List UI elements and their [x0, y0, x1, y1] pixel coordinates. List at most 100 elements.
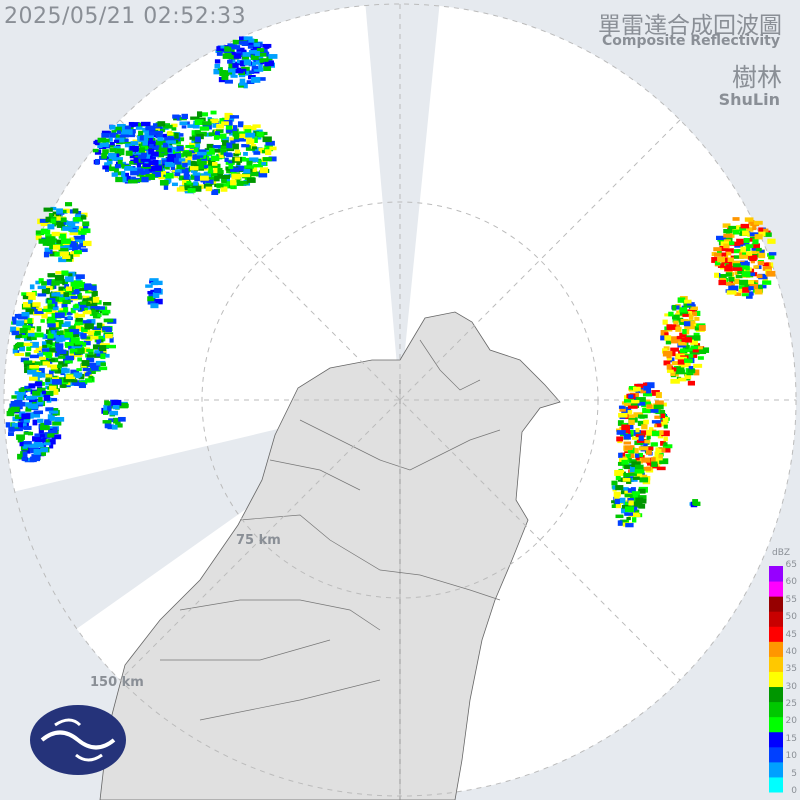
- echo-cell: [722, 223, 731, 228]
- echo-cell: [27, 318, 33, 324]
- echo-cell: [694, 326, 703, 331]
- echo-cell: [108, 402, 115, 407]
- echo-cell: [32, 372, 42, 378]
- echo-cell: [728, 241, 735, 246]
- echo-cell: [118, 402, 128, 409]
- echo-cell: [152, 123, 159, 127]
- echo-cell: [748, 291, 754, 296]
- echo-cell: [621, 426, 630, 432]
- echo-cell: [768, 252, 777, 256]
- echo-cell: [758, 252, 766, 259]
- echo-cell: [20, 426, 26, 430]
- echo-cell: [745, 244, 754, 248]
- echo-cell: [73, 217, 84, 222]
- echo-cell: [682, 313, 689, 317]
- echo-cell: [196, 133, 204, 140]
- echo-cell: [5, 422, 11, 428]
- echo-cell: [56, 331, 64, 336]
- echo-cell: [55, 271, 63, 275]
- echo-cell: [75, 281, 86, 288]
- echo-cell: [239, 157, 250, 162]
- echo-cell: [235, 165, 244, 172]
- echo-cell: [13, 344, 18, 350]
- echo-cell: [101, 326, 111, 331]
- echo-cell: [756, 247, 762, 252]
- legend-swatch: [769, 716, 783, 733]
- echo-cell: [216, 51, 223, 56]
- echo-cell: [44, 419, 52, 425]
- echo-cell: [248, 61, 256, 67]
- echo-cell: [35, 391, 45, 398]
- echo-cell: [252, 124, 261, 128]
- legend-tick: 40: [785, 646, 797, 657]
- echo-cell: [22, 325, 31, 331]
- echo-cell: [744, 284, 750, 290]
- echo-cell: [84, 323, 94, 330]
- echo-cell: [14, 313, 21, 319]
- echo-cell: [235, 136, 246, 142]
- echo-cell: [694, 316, 700, 321]
- echo-cell: [204, 165, 209, 169]
- echo-cell: [74, 380, 80, 386]
- echo-cell: [31, 454, 41, 459]
- echo-cell: [243, 152, 248, 156]
- echo-cell: [683, 321, 691, 327]
- echo-cell: [165, 172, 174, 179]
- echo-cell: [124, 143, 133, 148]
- echo-cell: [128, 121, 135, 128]
- echo-cell: [678, 377, 687, 382]
- echo-cell: [10, 326, 17, 332]
- echo-cell: [85, 326, 90, 333]
- echo-cell: [92, 327, 103, 333]
- echo-cell: [38, 238, 48, 244]
- echo-cell: [63, 368, 70, 373]
- echo-cell: [766, 270, 776, 277]
- echo-cell: [743, 237, 750, 244]
- echo-cell: [635, 455, 645, 461]
- echo-cell: [82, 295, 90, 300]
- echo-cell: [11, 395, 20, 399]
- echo-cell: [224, 79, 233, 84]
- echo-cell: [22, 342, 33, 347]
- echo-cell: [221, 178, 227, 184]
- echo-cell: [634, 469, 645, 474]
- legend-swatch: [769, 656, 783, 672]
- echo-cell: [47, 224, 55, 230]
- echo-cell: [716, 235, 726, 241]
- echo-cell: [230, 167, 239, 172]
- echo-cell: [94, 306, 105, 310]
- echo-cell: [40, 319, 45, 323]
- echo-cell: [47, 433, 55, 438]
- echo-cell: [621, 459, 629, 465]
- echo-cell: [183, 173, 190, 180]
- echo-cell: [124, 172, 130, 178]
- echo-cell: [136, 171, 144, 177]
- echo-cell: [28, 403, 39, 410]
- legend-tick: 35: [785, 664, 797, 675]
- echo-cell: [101, 309, 111, 314]
- echo-cell: [74, 340, 84, 345]
- echo-cell: [69, 209, 75, 214]
- echo-cell: [615, 503, 622, 509]
- echo-cell: [255, 60, 261, 65]
- echo-cell: [687, 368, 696, 373]
- echo-cell: [48, 318, 55, 323]
- echo-cell: [664, 335, 672, 341]
- echo-cell: [258, 171, 268, 178]
- echo-cell: [762, 277, 769, 282]
- echo-cell: [662, 444, 673, 449]
- echo-cell: [25, 395, 35, 400]
- echo-cell: [753, 220, 763, 225]
- echo-cell: [762, 266, 772, 271]
- echo-cell: [54, 322, 59, 328]
- echo-cell: [56, 239, 64, 244]
- echo-cell: [684, 358, 693, 363]
- echo-cell: [65, 355, 75, 361]
- echo-cell: [29, 398, 39, 405]
- echo-cell: [84, 284, 93, 291]
- echo-cell: [232, 132, 240, 137]
- echo-cell: [126, 175, 131, 181]
- echo-cell: [108, 154, 117, 160]
- echo-cell: [59, 252, 69, 256]
- echo-cell: [124, 138, 129, 142]
